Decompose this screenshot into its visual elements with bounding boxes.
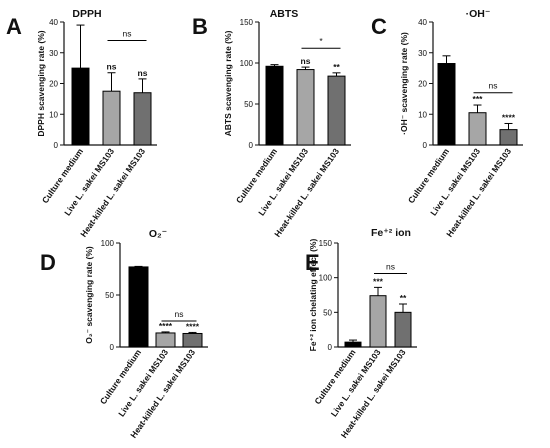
significance-label: ****: [502, 112, 516, 122]
bar: [133, 92, 152, 146]
bar: [102, 90, 121, 146]
y-tick-label: 0: [423, 141, 428, 150]
y-tick-label: 0: [328, 343, 333, 352]
panel-letter: A: [6, 14, 22, 39]
significance-label: ***: [473, 94, 484, 104]
y-tick-label: 100: [319, 274, 333, 283]
bar: [369, 295, 387, 348]
bar: [344, 341, 362, 348]
comparison-label: ns: [123, 28, 132, 38]
x-tick-label: Heat-killed L. sakei MS103: [444, 146, 513, 239]
y-tick-label: 0: [249, 141, 254, 150]
chart-title: DPPH: [72, 8, 101, 20]
y-tick-label: 0: [54, 141, 59, 150]
y-tick-label: 30: [418, 49, 427, 58]
comparison-label: ns: [489, 81, 498, 91]
y-tick-label: 100: [101, 239, 115, 248]
chart-title: Fe⁺² ion: [371, 227, 411, 239]
y-tick-label: 50: [323, 308, 332, 317]
chart-title: O₂⁻: [149, 228, 167, 240]
bar: [296, 69, 315, 146]
significance-label: ns: [107, 62, 117, 72]
chart-title: ·OH⁻: [466, 8, 491, 20]
bar: [394, 311, 412, 348]
panel-letter: C: [371, 14, 387, 39]
y-tick-label: 10: [418, 110, 427, 119]
y-tick-label: 50: [244, 100, 253, 109]
x-tick-label: Heat-killed L. sakei MS103: [78, 146, 147, 239]
y-axis-label: Fe⁺² ion chelating effect (%): [308, 239, 318, 352]
y-axis-label: DPPH scavenging rate (%): [36, 30, 46, 136]
y-axis-label: ·OH⁻ scavenging rate (%): [399, 32, 409, 135]
panel-letter: E: [305, 250, 320, 275]
y-tick-label: 10: [49, 110, 58, 119]
x-tick-label: Live L. sakei MS103: [116, 347, 170, 418]
panel-letter: D: [40, 250, 56, 275]
significance-label: **: [400, 293, 407, 303]
y-tick-label: 40: [49, 18, 58, 27]
comparison-label: ns: [386, 262, 395, 272]
comparison-label: *: [319, 36, 323, 46]
y-tick-label: 40: [418, 18, 427, 27]
y-tick-label: 20: [49, 80, 58, 89]
significance-label: ns: [138, 68, 148, 78]
significance-label: **: [333, 62, 340, 72]
y-tick-label: 150: [240, 18, 254, 27]
y-tick-label: 100: [240, 59, 254, 68]
y-axis-label: O₂⁻ scavenging rate (%): [84, 246, 94, 344]
bar: [265, 65, 284, 146]
significance-label: ns: [301, 56, 311, 66]
y-tick-label: 20: [418, 80, 427, 89]
significance-label: ****: [159, 321, 173, 331]
panel-letter: B: [192, 14, 208, 39]
bar: [327, 75, 346, 146]
significance-label: ****: [186, 321, 200, 331]
y-tick-label: 0: [110, 343, 115, 352]
comparison-label: ns: [175, 309, 184, 319]
significance-label: ***: [373, 276, 384, 286]
bar: [155, 332, 176, 348]
chart-title: ABTS: [270, 8, 299, 20]
bar: [182, 332, 203, 348]
y-tick-label: 150: [319, 239, 333, 248]
x-tick-label: Heat-killed L. sakei MS103: [272, 146, 341, 239]
bar: [499, 129, 518, 146]
bar: [128, 266, 149, 348]
y-tick-label: 30: [49, 49, 58, 58]
y-tick-label: 50: [105, 291, 114, 300]
bar: [468, 112, 487, 146]
bar: [437, 63, 456, 146]
bar: [71, 67, 90, 146]
y-axis-label: ABTS scavenging rate (%): [223, 30, 233, 136]
